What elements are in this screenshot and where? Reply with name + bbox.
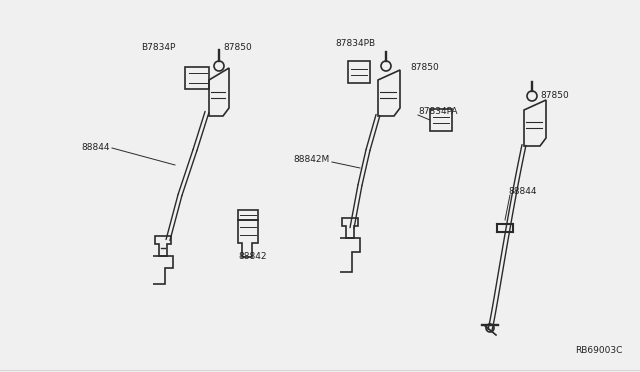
Text: 87850: 87850 <box>223 43 252 52</box>
Text: B7834P: B7834P <box>141 43 175 52</box>
Text: 87834PB: 87834PB <box>335 39 375 48</box>
Text: 88844: 88844 <box>81 144 110 153</box>
Text: 88842: 88842 <box>239 252 268 261</box>
Text: 87850: 87850 <box>540 91 569 100</box>
Text: 88842M: 88842M <box>294 155 330 164</box>
Text: RB69003C: RB69003C <box>575 346 622 355</box>
Text: 87850: 87850 <box>410 63 439 72</box>
Text: 87834PA: 87834PA <box>418 108 458 116</box>
Text: 88844: 88844 <box>508 187 536 196</box>
